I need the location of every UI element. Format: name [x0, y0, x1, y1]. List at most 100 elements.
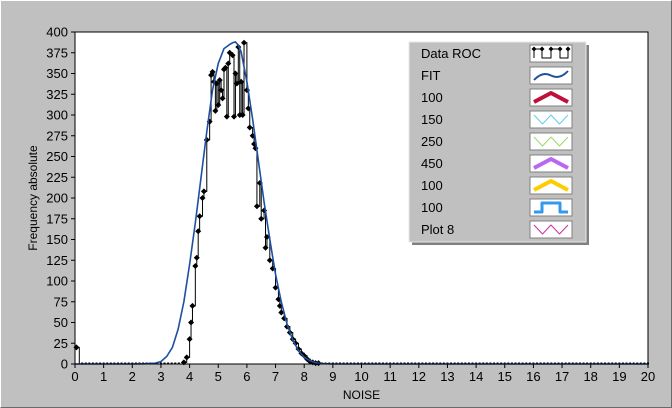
legend-label: 100	[421, 178, 443, 193]
y-tick-label: 275	[46, 128, 68, 143]
legend-swatch-marker	[557, 46, 563, 52]
x-tick-label: 16	[526, 369, 540, 384]
x-tick-label: 20	[641, 369, 655, 384]
legend-swatch-line	[533, 179, 569, 192]
y-tick-label: 325	[46, 87, 68, 102]
legend-swatch-line	[533, 70, 569, 81]
legend-swatch	[529, 132, 573, 151]
legend-swatch-line	[533, 136, 569, 147]
x-axis-label: NOISE	[343, 388, 380, 402]
legend-swatch-line	[534, 201, 568, 214]
data-roc-point	[213, 80, 220, 87]
data-roc-point	[200, 188, 207, 195]
plot-border	[74, 31, 649, 365]
legend-label: Plot 8	[421, 222, 454, 237]
legend-item[interactable]: 250	[421, 132, 573, 151]
y-tick-label: 250	[46, 149, 68, 164]
data-roc-point	[188, 319, 195, 326]
legend-swatch	[529, 110, 573, 129]
data-roc-point	[218, 87, 225, 94]
x-tick-label: 13	[440, 369, 454, 384]
data-roc-point	[223, 113, 230, 120]
series-layer	[73, 31, 649, 367]
legend-swatch	[529, 220, 573, 239]
y-tick-label: 375	[46, 45, 68, 60]
y-tick-label: 150	[46, 232, 68, 247]
data-roc-point	[212, 107, 219, 114]
data-roc-point	[225, 60, 232, 67]
y-tick-label: 25	[54, 336, 68, 351]
x-tick-label: 4	[186, 369, 193, 384]
data-roc-point	[246, 124, 253, 131]
legend-swatch-marker	[548, 46, 554, 52]
legend-swatch-line	[533, 91, 569, 104]
data-roc-point	[209, 68, 216, 75]
x-tick-label: 3	[157, 369, 164, 384]
y-tick-label: 125	[46, 253, 68, 268]
x-tick-label: 15	[498, 369, 512, 384]
data-roc-point	[193, 254, 200, 261]
x-tick-label: 14	[469, 369, 483, 384]
legend-item[interactable]: 100	[421, 176, 573, 195]
legend-swatch	[529, 154, 573, 173]
legend-label: 100	[421, 200, 443, 215]
legend-item[interactable]: 150	[421, 110, 573, 129]
x-tick-label: 2	[129, 369, 136, 384]
x-tick-label: 12	[412, 369, 426, 384]
data-roc-point	[222, 64, 229, 71]
legend-swatch-marker	[539, 46, 545, 52]
data-roc-point	[301, 352, 308, 359]
legend[interactable]: Data ROC FIT 100 150 250 450 100 100 Plot 8	[408, 41, 589, 245]
x-tick-label: 0	[71, 369, 78, 384]
legend-swatch	[529, 176, 573, 195]
legend-swatch-marker	[531, 46, 537, 52]
y-tick-label: 200	[46, 191, 68, 206]
legend-item[interactable]: 100	[421, 198, 573, 217]
legend-item[interactable]: 100	[421, 88, 573, 107]
x-tick-label: 9	[329, 369, 336, 384]
y-tick-label: 225	[46, 170, 68, 185]
x-tick-label: 18	[583, 369, 597, 384]
data-roc-point	[238, 78, 245, 85]
data-roc-point	[195, 228, 202, 235]
y-tick-label: 75	[54, 294, 68, 309]
y-tick-label: 50	[54, 315, 68, 330]
legend-label: 100	[421, 90, 443, 105]
legend-label: Data ROC	[421, 46, 481, 61]
legend-label: FIT	[421, 68, 441, 83]
data-roc-point	[262, 244, 269, 251]
legend-item[interactable]: FIT	[421, 66, 573, 85]
y-tick-label: 300	[46, 108, 68, 123]
data-roc-point	[239, 112, 246, 118]
data-roc-point	[278, 309, 285, 316]
data-roc-point	[192, 263, 199, 270]
x-tick-label: 17	[555, 369, 569, 384]
legend-swatch	[529, 88, 573, 107]
data-roc-point	[258, 215, 265, 222]
legend-item[interactable]: Data ROC	[421, 44, 573, 63]
y-tick-label: 0	[61, 357, 68, 372]
legend-swatch-line	[533, 224, 569, 235]
y-tick-label: 350	[46, 66, 68, 81]
legend-label: 150	[421, 112, 443, 127]
x-tick-label: 8	[301, 369, 308, 384]
legend-item[interactable]: Plot 8	[421, 220, 573, 239]
data-roc-point	[241, 39, 248, 46]
fit-line	[75, 41, 648, 365]
legend-swatch-line	[533, 48, 569, 59]
y-tick-label: 100	[46, 274, 68, 289]
data-roc-point	[272, 284, 279, 291]
x-tick-label: 6	[243, 369, 250, 384]
data-roc-point	[183, 354, 190, 361]
x-tick-label: 19	[612, 369, 626, 384]
data-roc-point	[231, 113, 238, 120]
legend-label: 250	[421, 134, 443, 149]
data-roc-point	[186, 336, 193, 343]
y-tick-label: 175	[46, 211, 68, 226]
legend-item[interactable]: 450	[421, 154, 573, 173]
data-roc-point	[219, 95, 226, 102]
y-axis-ticks: 0 25 50 75 100 125 150 175 200 225 250 275 300 325 350…	[46, 25, 75, 372]
legend-swatch-marker	[565, 46, 571, 52]
x-tick-label: 10	[354, 369, 368, 384]
data-roc-point	[232, 70, 239, 77]
